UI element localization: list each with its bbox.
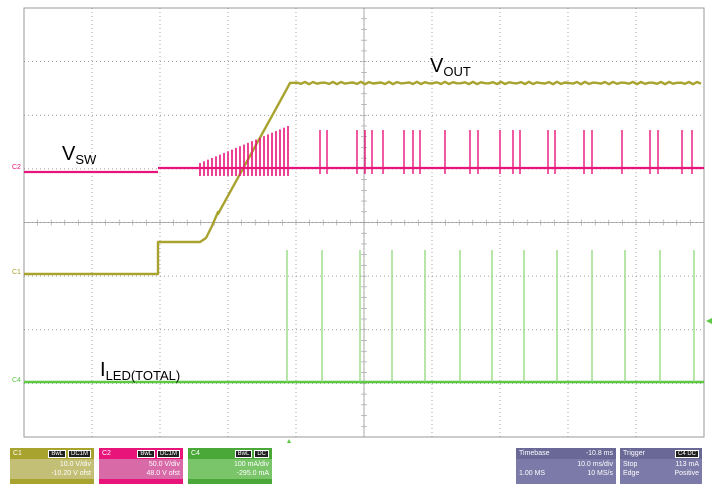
- c4-level-marker: C4: [12, 377, 21, 384]
- timebase-samples: 1.00 MS: [519, 470, 546, 477]
- timebase-delay: -10.8 ms: [585, 450, 613, 457]
- c4-coupling-tag: DC: [254, 450, 269, 458]
- c2-readout-panel[interactable]: C2 BwL DC1M 50.0 V/div 48.0 V ofst: [99, 448, 183, 484]
- c2-bw-tag: BwL: [137, 450, 155, 458]
- vout-label: VOUT: [430, 55, 471, 79]
- trigger-level-marker[interactable]: [706, 318, 712, 324]
- timebase-panel[interactable]: Timebase -10.8 ms 10.0 ms/div 1.00 MS 10 M…: [516, 448, 616, 484]
- iled-total-label: ILED(TOTAL): [100, 359, 180, 383]
- vout-trace: [24, 80, 702, 276]
- c4-bw-tag: BwL: [234, 450, 253, 458]
- c1-coupling-tag: DC1M: [67, 450, 91, 458]
- trigger-type: Edge: [623, 470, 640, 477]
- trigger-label: Trigger: [623, 450, 645, 457]
- trigger-mode: Stop: [623, 461, 638, 468]
- c2-offset: 48.0 V ofst: [146, 470, 180, 477]
- c4-scale: 100 mA/div: [233, 461, 269, 468]
- c2-name: C2: [102, 450, 111, 457]
- c4-readout-panel[interactable]: C4 BwL DC 100 mA/div -295.0 mA: [188, 448, 272, 484]
- trigger-position-marker[interactable]: [287, 439, 291, 443]
- c1-scale: 10.0 V/div: [59, 461, 91, 468]
- timebase-label: Timebase: [519, 450, 550, 457]
- c1-offset: -10.20 V ofst: [51, 470, 91, 477]
- c4-name: C4: [191, 450, 200, 457]
- c1-name: C1: [13, 450, 22, 457]
- c1-readout-panel[interactable]: C1 BwL DC1M 10.0 V/div -10.20 V ofst: [10, 448, 94, 484]
- c2-coupling-tag: DC1M: [156, 450, 180, 458]
- c2-scale: 50.0 V/div: [148, 461, 180, 468]
- vsw-label: VSW: [62, 143, 97, 167]
- timebase-per-div: 10.0 ms/div: [577, 461, 613, 468]
- c1-level-marker: C1: [12, 269, 21, 276]
- trigger-panel[interactable]: Trigger C4 DC Stop 113 mA Edge Positive: [620, 448, 702, 484]
- c2-level-marker: C2: [12, 164, 21, 171]
- trigger-slope: Positive: [674, 470, 699, 477]
- c4-offset: -295.0 mA: [236, 470, 269, 477]
- trigger-level: 113 mA: [675, 461, 699, 468]
- trigger-source-tag: C4 DC: [674, 449, 699, 458]
- waveform-traces: [24, 80, 704, 384]
- c1-bw-tag: BwL: [48, 450, 66, 458]
- timebase-rate: 10 MS/s: [587, 470, 613, 477]
